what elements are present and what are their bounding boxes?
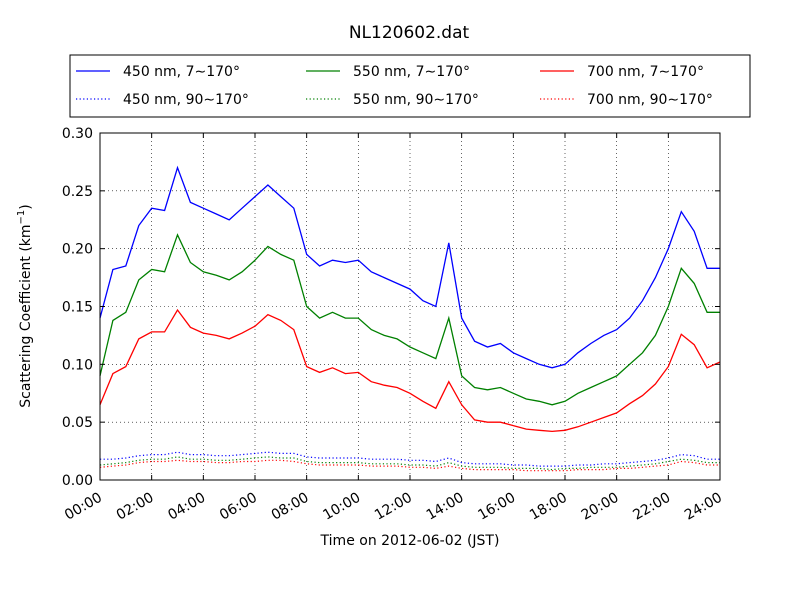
x-tick-label: 12:00: [372, 490, 415, 524]
x-tick-label: 20:00: [579, 490, 622, 524]
x-axis-label: Time on 2012-06-02 (JST): [320, 533, 500, 549]
x-tick-label: 18:00: [527, 490, 570, 524]
y-tick-label: 0.00: [62, 473, 93, 489]
legend-entry: 700 nm, 90∼170°: [587, 92, 713, 108]
x-axis: 00:00 02:00 04:00 06:00 08:00 10:00 12:00 14:00…: [62, 133, 725, 524]
series-line: [99, 459, 720, 472]
y-tick-label: 0.10: [62, 357, 93, 373]
y-axis-label-exponent: −1: [16, 210, 27, 225]
x-tick-label: 14:00: [424, 490, 467, 524]
x-tick-label: 24:00: [682, 490, 725, 524]
x-tick-label: 06:00: [217, 490, 260, 524]
x-tick-label: 16:00: [475, 490, 518, 524]
x-tick-label: 10:00: [320, 490, 363, 524]
y-tick-label: 0.20: [62, 242, 93, 258]
legend-entry: 450 nm, 7∼170°: [123, 64, 240, 80]
gridlines: [100, 133, 720, 480]
legend-entry: 450 nm, 90∼170°: [123, 92, 249, 108]
chart-title: NL120602.dat: [349, 23, 470, 43]
series-layer: [99, 165, 721, 472]
y-tick-label: 0.25: [62, 184, 93, 200]
legend-entry: 550 nm, 90∼170°: [353, 92, 479, 108]
series-line: [99, 308, 721, 433]
y-axis: 0.00 0.05 0.10 0.15 0.20 0.25 0.30: [62, 126, 720, 489]
x-tick-label: 02:00: [114, 490, 157, 524]
x-tick-label: 00:00: [62, 490, 105, 524]
legend: 450 nm, 7∼170° 550 nm, 7∼170° 700 nm, 7∼17…: [69, 54, 751, 118]
legend-entry: 550 nm, 7∼170°: [353, 64, 470, 80]
legend-frame: [69, 54, 751, 118]
y-axis-label-text: Scattering Coefficient (km: [18, 224, 34, 407]
x-tick-label: 08:00: [269, 490, 312, 524]
y-axis-label-close: ): [18, 204, 34, 209]
y-tick-label: 0.05: [62, 415, 93, 431]
y-tick-label: 0.30: [62, 126, 93, 142]
y-tick-label: 0.15: [62, 300, 93, 316]
series-line: [99, 165, 720, 369]
series-line: [99, 456, 720, 471]
legend-entry: 700 nm, 7∼170°: [587, 64, 704, 80]
x-tick-label: 04:00: [165, 490, 208, 524]
y-axis-label: Scattering Coefficient (km−1): [16, 204, 34, 408]
x-tick-label: 22:00: [630, 490, 673, 524]
series-line: [99, 233, 720, 406]
